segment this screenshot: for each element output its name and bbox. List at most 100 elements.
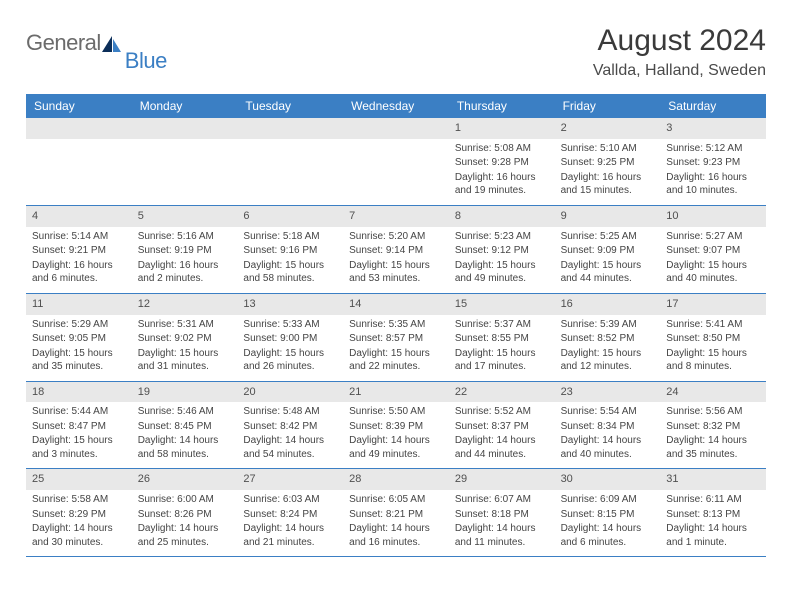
daylight-text: Daylight: 16 hours and 15 minutes. xyxy=(561,171,655,198)
daylight-text: Daylight: 14 hours and 1 minute. xyxy=(666,522,760,549)
empty-cell xyxy=(132,118,238,205)
day-cell: 3Sunrise: 5:12 AMSunset: 9:23 PMDaylight… xyxy=(660,118,766,205)
day-number: 14 xyxy=(343,294,449,315)
day-number: 7 xyxy=(343,206,449,227)
day-cell: 14Sunrise: 5:35 AMSunset: 8:57 PMDayligh… xyxy=(343,294,449,381)
daylight-text: Daylight: 16 hours and 6 minutes. xyxy=(32,259,126,286)
sunrise-text: Sunrise: 5:39 AM xyxy=(561,318,655,332)
brand-part2: Blue xyxy=(125,48,167,74)
sunset-text: Sunset: 9:09 PM xyxy=(561,244,655,258)
location-text: Vallda, Halland, Sweden xyxy=(593,62,766,80)
cell-body: Sunrise: 5:14 AMSunset: 9:21 PMDaylight:… xyxy=(26,227,132,293)
daylight-text: Daylight: 14 hours and 6 minutes. xyxy=(561,522,655,549)
cell-body: Sunrise: 5:50 AMSunset: 8:39 PMDaylight:… xyxy=(343,402,449,468)
day-header: Saturday xyxy=(660,94,766,118)
day-number: 25 xyxy=(26,469,132,490)
sunset-text: Sunset: 9:12 PM xyxy=(455,244,549,258)
day-header: Sunday xyxy=(26,94,132,118)
day-number: 24 xyxy=(660,382,766,403)
title-block: August 2024 Vallda, Halland, Sweden xyxy=(593,24,766,80)
sunrise-text: Sunrise: 5:16 AM xyxy=(138,230,232,244)
day-header: Friday xyxy=(555,94,661,118)
sunrise-text: Sunrise: 5:31 AM xyxy=(138,318,232,332)
sunset-text: Sunset: 8:29 PM xyxy=(32,508,126,522)
day-number: 13 xyxy=(237,294,343,315)
day-number: 2 xyxy=(555,118,661,139)
empty-cell xyxy=(26,118,132,205)
sunrise-text: Sunrise: 5:41 AM xyxy=(666,318,760,332)
sunset-text: Sunset: 9:00 PM xyxy=(243,332,337,346)
cell-body: Sunrise: 5:35 AMSunset: 8:57 PMDaylight:… xyxy=(343,315,449,381)
day-cell: 5Sunrise: 5:16 AMSunset: 9:19 PMDaylight… xyxy=(132,206,238,293)
sunrise-text: Sunrise: 5:54 AM xyxy=(561,405,655,419)
day-number: 31 xyxy=(660,469,766,490)
day-header: Tuesday xyxy=(237,94,343,118)
day-number: 17 xyxy=(660,294,766,315)
sunrise-text: Sunrise: 5:44 AM xyxy=(32,405,126,419)
daylight-text: Daylight: 16 hours and 19 minutes. xyxy=(455,171,549,198)
day-cell: 12Sunrise: 5:31 AMSunset: 9:02 PMDayligh… xyxy=(132,294,238,381)
sunrise-text: Sunrise: 6:00 AM xyxy=(138,493,232,507)
sunset-text: Sunset: 9:16 PM xyxy=(243,244,337,258)
day-number: 22 xyxy=(449,382,555,403)
day-number: 28 xyxy=(343,469,449,490)
daylight-text: Daylight: 15 hours and 8 minutes. xyxy=(666,347,760,374)
sail-icon xyxy=(101,34,123,59)
daylight-text: Daylight: 15 hours and 31 minutes. xyxy=(138,347,232,374)
cell-body: Sunrise: 6:03 AMSunset: 8:24 PMDaylight:… xyxy=(237,490,343,556)
sunset-text: Sunset: 8:24 PM xyxy=(243,508,337,522)
sunset-text: Sunset: 8:34 PM xyxy=(561,420,655,434)
cell-body: Sunrise: 5:29 AMSunset: 9:05 PMDaylight:… xyxy=(26,315,132,381)
weeks-container: 1Sunrise: 5:08 AMSunset: 9:28 PMDaylight… xyxy=(26,118,766,557)
sunset-text: Sunset: 8:50 PM xyxy=(666,332,760,346)
day-cell: 24Sunrise: 5:56 AMSunset: 8:32 PMDayligh… xyxy=(660,382,766,469)
day-cell: 20Sunrise: 5:48 AMSunset: 8:42 PMDayligh… xyxy=(237,382,343,469)
day-number: 18 xyxy=(26,382,132,403)
sunrise-text: Sunrise: 5:08 AM xyxy=(455,142,549,156)
day-header: Wednesday xyxy=(343,94,449,118)
cell-body: Sunrise: 5:46 AMSunset: 8:45 PMDaylight:… xyxy=(132,402,238,468)
calendar-grid: SundayMondayTuesdayWednesdayThursdayFrid… xyxy=(26,94,766,557)
day-cell: 8Sunrise: 5:23 AMSunset: 9:12 PMDaylight… xyxy=(449,206,555,293)
day-cell: 16Sunrise: 5:39 AMSunset: 8:52 PMDayligh… xyxy=(555,294,661,381)
cell-body: Sunrise: 5:33 AMSunset: 9:00 PMDaylight:… xyxy=(237,315,343,381)
cell-body: Sunrise: 5:37 AMSunset: 8:55 PMDaylight:… xyxy=(449,315,555,381)
sunrise-text: Sunrise: 5:12 AM xyxy=(666,142,760,156)
daylight-text: Daylight: 14 hours and 58 minutes. xyxy=(138,434,232,461)
daylight-text: Daylight: 15 hours and 44 minutes. xyxy=(561,259,655,286)
sunrise-text: Sunrise: 5:50 AM xyxy=(349,405,443,419)
calendar-page: General Blue August 2024 Vallda, Halland… xyxy=(0,0,792,612)
month-title: August 2024 xyxy=(593,24,766,58)
day-number: 21 xyxy=(343,382,449,403)
daynum-bar xyxy=(343,118,449,139)
daylight-text: Daylight: 15 hours and 58 minutes. xyxy=(243,259,337,286)
day-cell: 10Sunrise: 5:27 AMSunset: 9:07 PMDayligh… xyxy=(660,206,766,293)
day-number: 26 xyxy=(132,469,238,490)
sunset-text: Sunset: 8:57 PM xyxy=(349,332,443,346)
cell-body: Sunrise: 5:44 AMSunset: 8:47 PMDaylight:… xyxy=(26,402,132,468)
cell-body: Sunrise: 5:12 AMSunset: 9:23 PMDaylight:… xyxy=(660,139,766,205)
cell-body: Sunrise: 5:31 AMSunset: 9:02 PMDaylight:… xyxy=(132,315,238,381)
day-number: 10 xyxy=(660,206,766,227)
sunrise-text: Sunrise: 5:18 AM xyxy=(243,230,337,244)
sunrise-text: Sunrise: 6:11 AM xyxy=(666,493,760,507)
sunset-text: Sunset: 8:37 PM xyxy=(455,420,549,434)
cell-body: Sunrise: 5:10 AMSunset: 9:25 PMDaylight:… xyxy=(555,139,661,205)
cell-body: Sunrise: 6:05 AMSunset: 8:21 PMDaylight:… xyxy=(343,490,449,556)
daylight-text: Daylight: 15 hours and 40 minutes. xyxy=(666,259,760,286)
day-number: 29 xyxy=(449,469,555,490)
daylight-text: Daylight: 14 hours and 49 minutes. xyxy=(349,434,443,461)
sunset-text: Sunset: 9:19 PM xyxy=(138,244,232,258)
daylight-text: Daylight: 14 hours and 11 minutes. xyxy=(455,522,549,549)
brand-logo: General Blue xyxy=(26,24,167,56)
day-cell: 23Sunrise: 5:54 AMSunset: 8:34 PMDayligh… xyxy=(555,382,661,469)
daynum-bar xyxy=(26,118,132,139)
day-number: 12 xyxy=(132,294,238,315)
daynum-bar xyxy=(237,118,343,139)
sunset-text: Sunset: 8:15 PM xyxy=(561,508,655,522)
sunrise-text: Sunrise: 5:33 AM xyxy=(243,318,337,332)
day-number: 3 xyxy=(660,118,766,139)
empty-cell xyxy=(343,118,449,205)
sunrise-text: Sunrise: 5:23 AM xyxy=(455,230,549,244)
cell-body: Sunrise: 5:16 AMSunset: 9:19 PMDaylight:… xyxy=(132,227,238,293)
